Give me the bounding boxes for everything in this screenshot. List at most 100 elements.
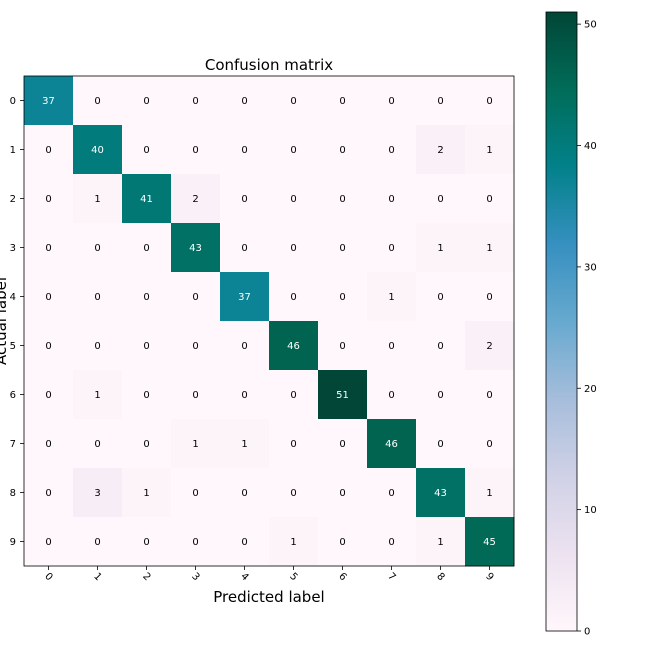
cell-value-label: 0	[143, 537, 149, 548]
heatmap-cell	[171, 321, 221, 371]
cell-value-label: 1	[437, 537, 443, 548]
heatmap-cell	[171, 517, 221, 567]
cell-value-label: 0	[241, 341, 247, 352]
cell-value-label: 0	[437, 194, 443, 205]
heatmap-cell	[367, 468, 417, 518]
heatmap-cell	[220, 125, 270, 175]
cell-value-label: 46	[287, 341, 300, 352]
heatmap-cell	[416, 272, 466, 322]
heatmap-cell	[416, 419, 466, 469]
heatmap-cell	[416, 125, 466, 175]
heatmap-cell	[220, 174, 270, 224]
cell-value-label: 0	[388, 488, 394, 499]
cell-value-label: 0	[45, 390, 51, 401]
heatmap-cell	[367, 370, 417, 420]
y-tick-label: 7	[10, 439, 16, 450]
cell-value-label: 0	[339, 145, 345, 156]
heatmap-cell	[220, 272, 270, 322]
colorbar: 0 10 20 30 40 50	[545, 11, 597, 638]
heatmap-cell	[220, 223, 270, 273]
cell-value-label: 45	[483, 537, 496, 548]
heatmap-cell	[122, 517, 172, 567]
cell-value-label: 0	[290, 488, 296, 499]
heatmap-cell	[24, 272, 74, 322]
cell-value-label: 0	[486, 292, 492, 303]
heatmap-cell	[367, 517, 417, 567]
y-tick-label: 0	[10, 96, 16, 107]
cell-value-label: 0	[388, 96, 394, 107]
heatmap-cell	[24, 468, 74, 518]
heatmap-cell	[73, 321, 123, 371]
heatmap-cell	[367, 76, 417, 126]
x-tick-label: 9	[483, 571, 495, 583]
cell-value-label: 0	[241, 194, 247, 205]
x-tick-label: 5	[287, 571, 299, 583]
y-axis-label: Actual label	[0, 277, 10, 365]
cell-value-label: 0	[94, 439, 100, 450]
cell-value-label: 0	[388, 145, 394, 156]
heatmap-cell	[24, 76, 74, 126]
cell-value-label: 1	[388, 292, 394, 303]
cell-value-label: 0	[192, 96, 198, 107]
heatmap-cell	[171, 76, 221, 126]
chart-title: Confusion matrix	[205, 56, 333, 74]
heatmap-cell	[318, 174, 368, 224]
heatmap-cell	[269, 272, 319, 322]
cell-value-label: 0	[241, 145, 247, 156]
cell-value-label: 37	[42, 96, 55, 107]
colorbar-tick-label: 0	[584, 627, 590, 638]
cell-value-label: 0	[486, 96, 492, 107]
heatmap-cell	[73, 272, 123, 322]
heatmap-cell	[73, 419, 123, 469]
y-tick-label: 6	[10, 390, 16, 401]
cell-value-label: 0	[45, 292, 51, 303]
heatmap-cell	[367, 223, 417, 273]
cell-value-label: 0	[290, 390, 296, 401]
heatmap-cell	[122, 419, 172, 469]
heatmap-cell	[171, 370, 221, 420]
heatmap-cell	[465, 370, 515, 420]
cell-value-label: 37	[238, 292, 251, 303]
heatmap-cell	[122, 272, 172, 322]
heatmap-cell	[24, 321, 74, 371]
heatmap-cell	[318, 223, 368, 273]
cell-value-label: 0	[192, 145, 198, 156]
heatmap-cell	[220, 321, 270, 371]
y-tick-label: 8	[10, 488, 16, 499]
heatmap-cell	[416, 321, 466, 371]
cell-value-label: 0	[45, 194, 51, 205]
cell-value-label: 0	[486, 194, 492, 205]
cell-value-label: 0	[241, 96, 247, 107]
cell-value-label: 0	[290, 439, 296, 450]
cell-value-label: 43	[189, 243, 202, 254]
heatmap-cell	[416, 174, 466, 224]
heatmap-cell	[73, 125, 123, 175]
cell-value-label: 0	[290, 96, 296, 107]
cell-value-label: 1	[192, 439, 198, 450]
cell-value-label: 43	[434, 488, 447, 499]
heatmap-cell	[465, 517, 515, 567]
cell-value-label: 0	[45, 537, 51, 548]
heatmap-cell	[171, 223, 221, 273]
heatmap-cell	[220, 370, 270, 420]
x-tick-label: 3	[189, 571, 201, 583]
cell-value-label: 0	[94, 292, 100, 303]
heatmap-cell	[465, 321, 515, 371]
cell-value-label: 1	[290, 537, 296, 548]
cell-value-label: 0	[241, 488, 247, 499]
y-axis-ticks: 0 1 2 3 4 5 6 7 8 9	[10, 96, 24, 548]
heatmap-cell	[269, 419, 319, 469]
cell-value-label: 0	[143, 439, 149, 450]
y-tick-label: 3	[10, 243, 16, 254]
cell-value-label: 0	[45, 145, 51, 156]
heatmap-cell	[465, 174, 515, 224]
cell-value-label: 51	[336, 390, 349, 401]
cell-value-label: 3	[94, 488, 100, 499]
heatmap-cell	[24, 370, 74, 420]
cell-value-label: 0	[339, 537, 345, 548]
cell-value-label: 0	[94, 96, 100, 107]
heatmap-cell	[171, 272, 221, 322]
cell-value-label: 0	[339, 194, 345, 205]
heatmap-cell	[269, 468, 319, 518]
cell-value-label: 0	[437, 390, 443, 401]
